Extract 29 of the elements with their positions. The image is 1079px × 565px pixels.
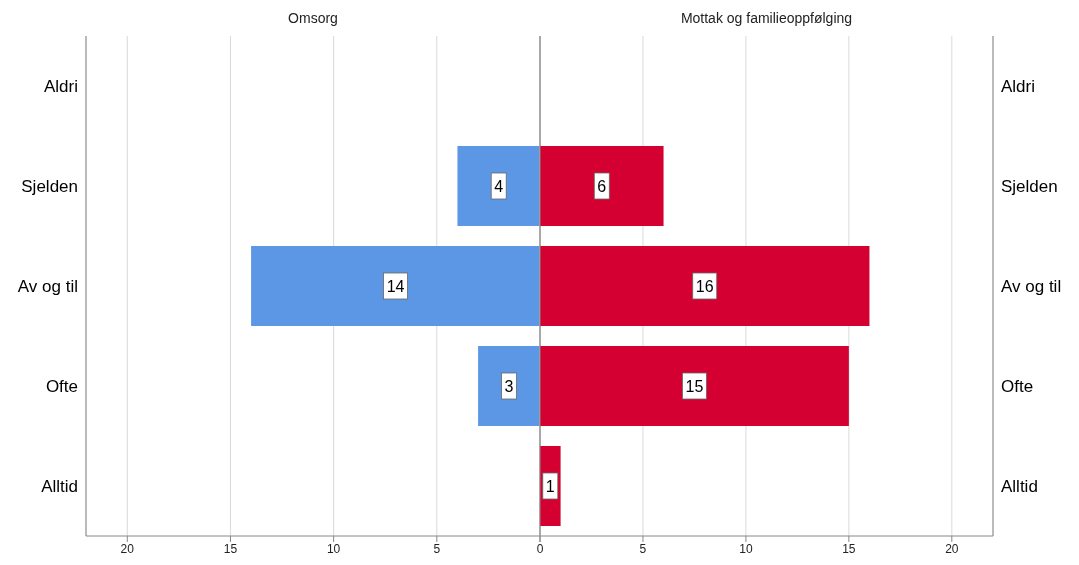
data-label: 14 — [386, 277, 405, 295]
y-tick-label: Sjelden — [21, 177, 78, 197]
x-tick-label: 5 — [639, 541, 647, 556]
data-label: 16 — [695, 277, 714, 295]
y-tick-label: Aldri — [43, 77, 78, 97]
y-tick-label: Ofte — [1001, 377, 1034, 397]
y-tick-label: Ofte — [45, 377, 78, 397]
x-tick-label: 20 — [945, 541, 959, 556]
x-tick-label: 10 — [326, 541, 341, 556]
x-tick-label: 15 — [223, 541, 238, 556]
data-label: 1 — [545, 477, 555, 495]
chart-title: Mottak og familieoppfølging — [679, 9, 854, 28]
y-tick-label: Alltid — [41, 477, 78, 497]
y-tick-label: Sjelden — [1001, 177, 1058, 197]
data-label: 15 — [685, 377, 704, 395]
y-tick-label: Av og til — [17, 277, 78, 297]
x-tick-label: 5 — [433, 541, 441, 556]
bar — [478, 346, 540, 426]
data-label: 4 — [494, 177, 504, 195]
y-tick-label: Aldri — [1001, 77, 1036, 97]
x-tick-label: 15 — [842, 541, 856, 556]
x-tick-label: 0 — [536, 541, 544, 556]
y-tick-label: Av og til — [1001, 277, 1062, 297]
x-tick-label: 10 — [739, 541, 753, 556]
chart-title: Omsorg — [287, 9, 339, 28]
data-label: 3 — [504, 377, 514, 395]
x-tick-label: 20 — [120, 541, 135, 556]
y-tick-label: Alltid — [1001, 477, 1038, 497]
data-label: 6 — [597, 177, 607, 195]
